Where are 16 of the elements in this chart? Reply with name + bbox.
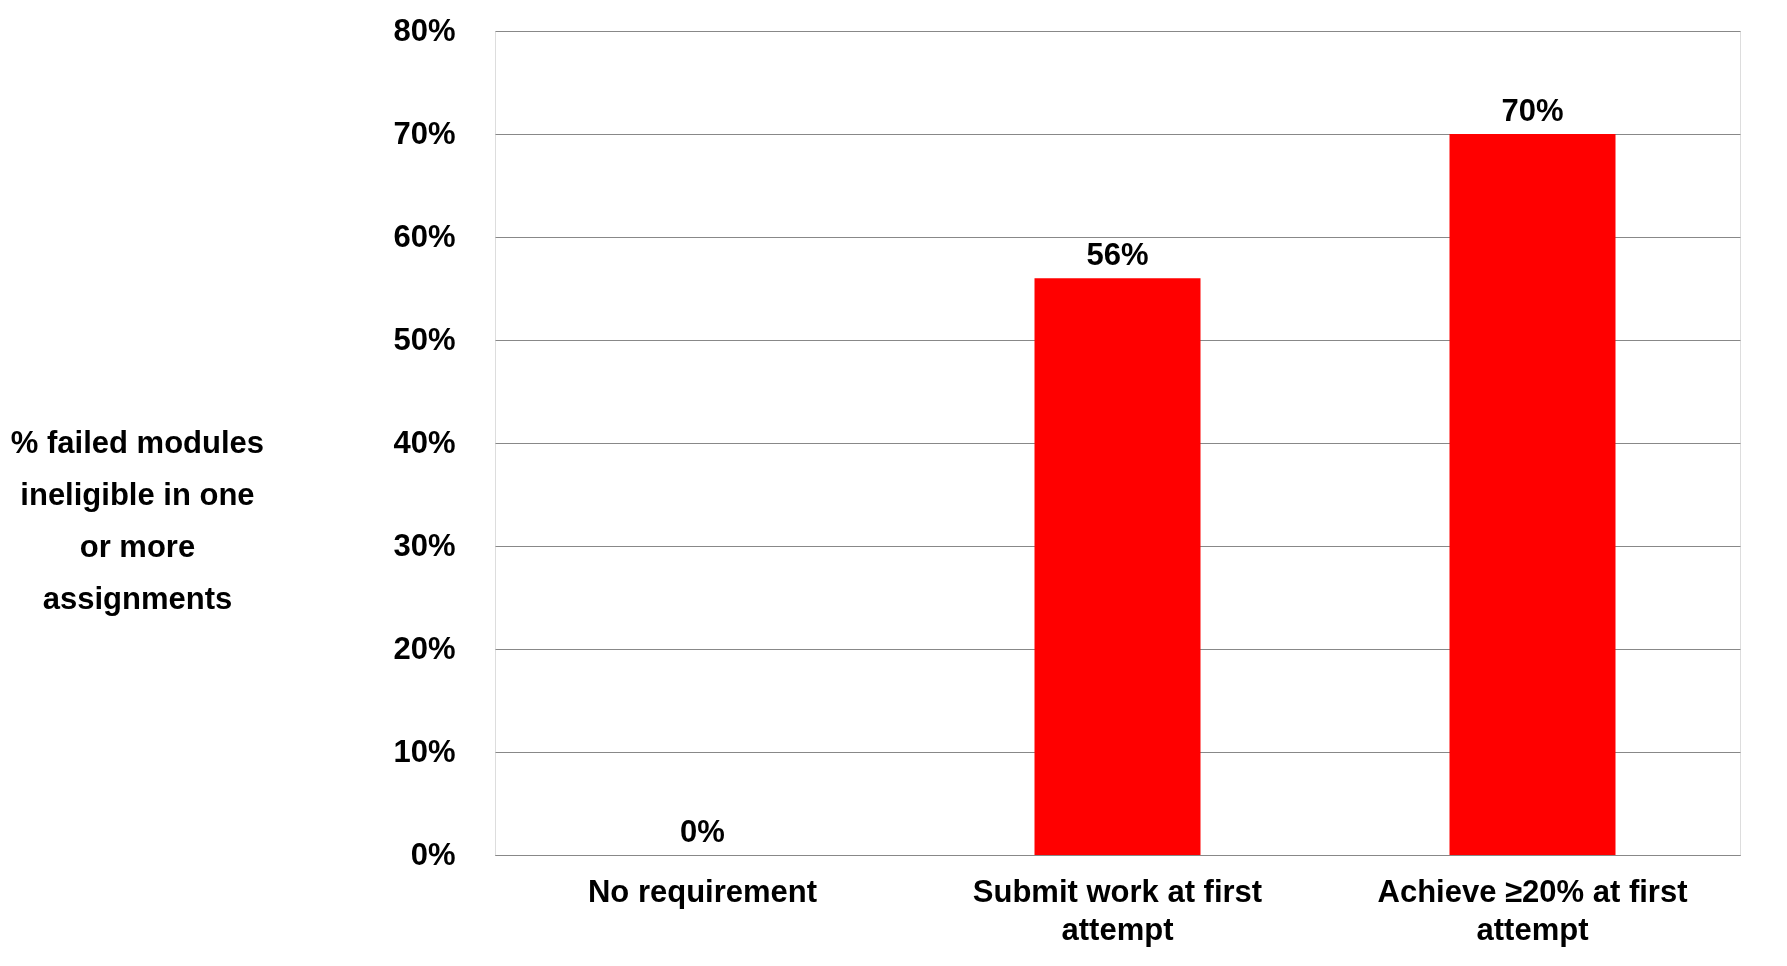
y-tick-label: 30%: [393, 527, 456, 563]
y-tick-label: 70%: [393, 115, 456, 151]
y-tick-label: 0%: [410, 836, 456, 872]
x-tick-label: No requirement: [587, 873, 818, 909]
data-label: 0%: [680, 814, 725, 849]
y-axis-title: % failed modules ineligible in one or more assignments: [10, 424, 265, 616]
y-tick-label: 60%: [393, 218, 456, 254]
data-label: 56%: [1086, 237, 1149, 273]
y-tick-label: 80%: [393, 12, 456, 48]
x-tick-label: Achieve ≥20% at first attempt: [1377, 873, 1688, 947]
y-tick-label: 20%: [393, 630, 456, 666]
y-tick-label: 40%: [393, 424, 456, 460]
x-tick-label: Submit work at first attempt: [972, 873, 1263, 947]
y-tick-label: 50%: [393, 321, 456, 357]
data-label: 70%: [1501, 93, 1564, 128]
y-tick-label: 10%: [393, 733, 456, 769]
